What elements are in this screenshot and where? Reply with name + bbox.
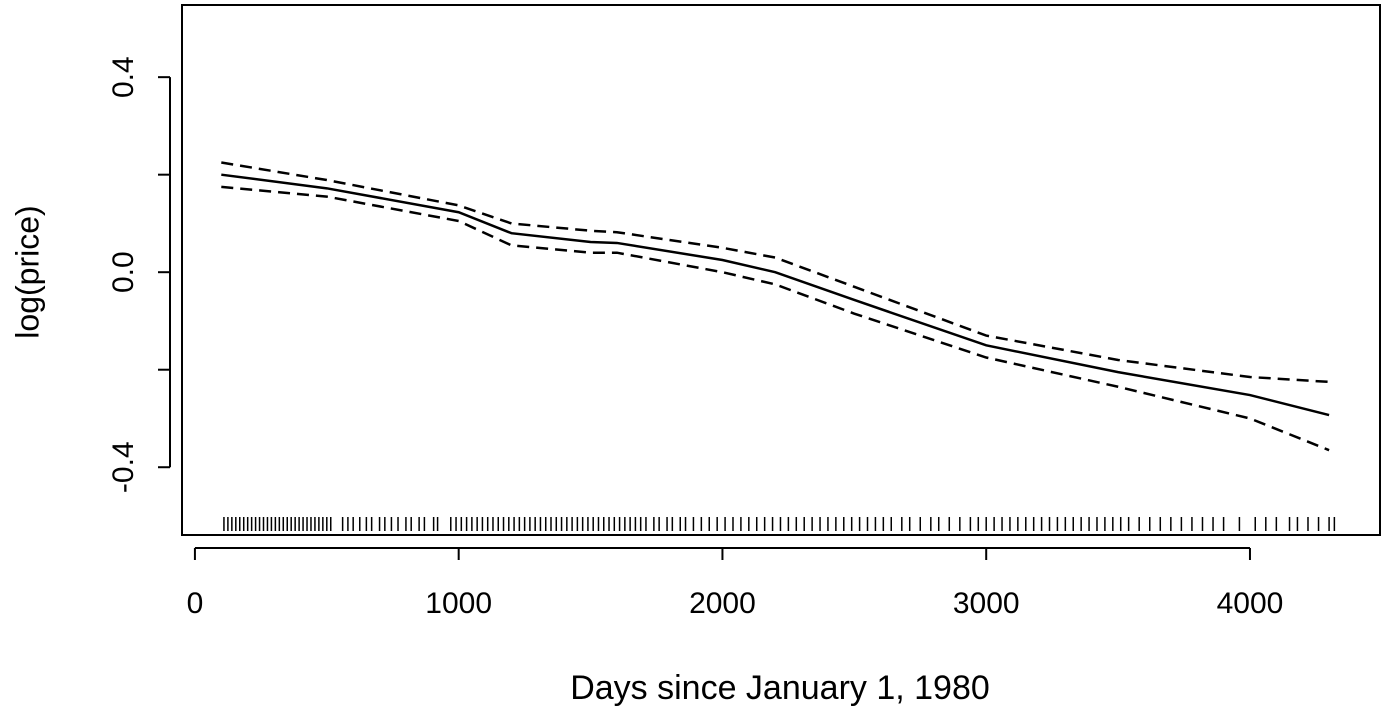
x-tick-label: 4000 bbox=[1217, 587, 1284, 620]
plot-frame bbox=[181, 4, 1381, 536]
x-tick-label: 2000 bbox=[689, 587, 756, 620]
x-tick-label: 0 bbox=[187, 587, 204, 620]
x-tick-label: 1000 bbox=[425, 587, 492, 620]
confidence-band bbox=[221, 161, 1330, 384]
x-tick-label: 3000 bbox=[953, 587, 1020, 620]
y-axis-label: log(price) bbox=[9, 205, 45, 338]
x-axis-label: Days since January 1, 1980 bbox=[570, 669, 990, 707]
y-tick-label: 0.4 bbox=[107, 56, 140, 98]
confidence-band bbox=[221, 185, 1330, 452]
y-tick-label: -0.4 bbox=[107, 441, 140, 493]
y-tick-label: 0.0 bbox=[107, 251, 140, 293]
fit-line bbox=[221, 173, 1330, 417]
